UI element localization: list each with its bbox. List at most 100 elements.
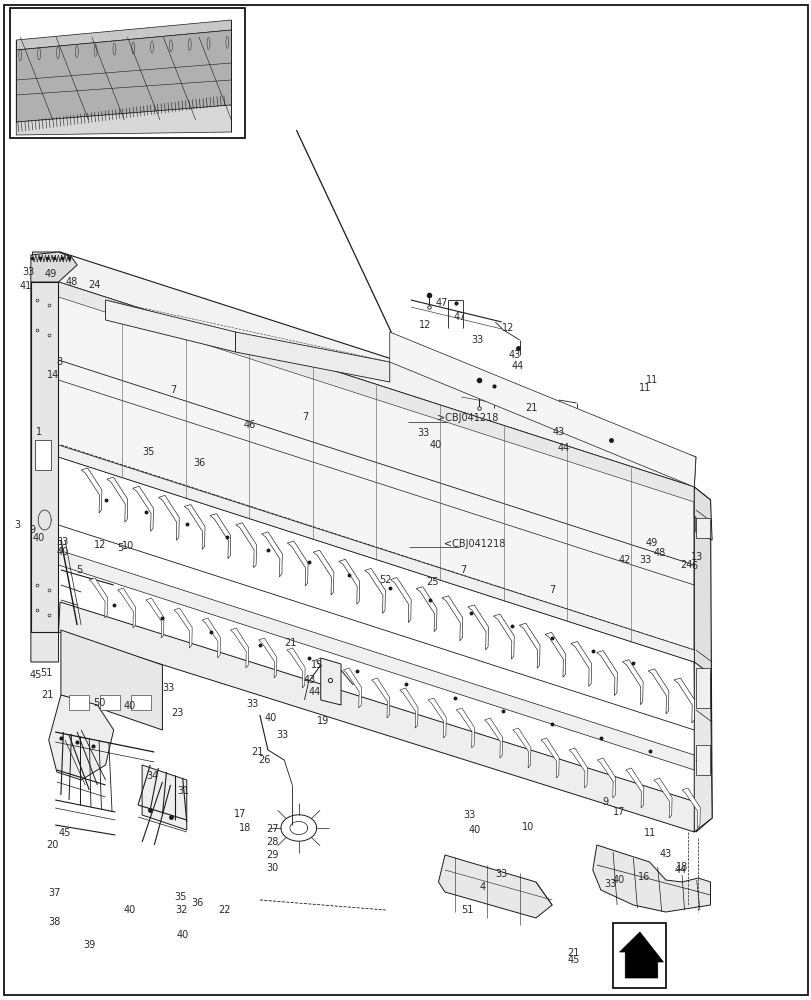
Text: 47: 47 [453, 312, 466, 322]
Text: 33: 33 [22, 267, 35, 277]
Polygon shape [158, 495, 179, 540]
Polygon shape [371, 678, 389, 718]
Polygon shape [624, 768, 643, 808]
Polygon shape [569, 748, 586, 788]
Polygon shape [427, 698, 446, 738]
Polygon shape [184, 505, 204, 550]
Text: 27: 27 [266, 824, 279, 834]
Polygon shape [202, 618, 220, 658]
Text: 39: 39 [83, 940, 96, 950]
Text: 38: 38 [48, 917, 61, 927]
Polygon shape [467, 605, 488, 650]
Polygon shape [320, 658, 341, 705]
Text: 7: 7 [302, 412, 308, 422]
Text: 43: 43 [508, 350, 521, 360]
Polygon shape [540, 738, 559, 778]
Text: 30: 30 [266, 863, 279, 873]
Text: 42: 42 [617, 555, 630, 565]
Polygon shape [235, 523, 256, 568]
Text: 40: 40 [429, 440, 442, 450]
Polygon shape [484, 718, 502, 758]
Bar [131, 695, 151, 710]
Text: 21: 21 [524, 403, 537, 413]
Polygon shape [416, 587, 436, 632]
Text: 24: 24 [679, 560, 692, 570]
Polygon shape [592, 845, 710, 912]
Polygon shape [49, 695, 114, 780]
Text: 45: 45 [29, 670, 42, 680]
Text: 50: 50 [92, 698, 105, 708]
Text: 44: 44 [511, 361, 524, 371]
Text: 11: 11 [642, 828, 655, 838]
Polygon shape [343, 668, 361, 708]
Text: 1: 1 [36, 427, 42, 437]
Polygon shape [259, 638, 277, 678]
Text: 48: 48 [65, 277, 78, 287]
Text: 36: 36 [191, 898, 204, 908]
Polygon shape [261, 532, 282, 577]
Text: 28: 28 [266, 837, 279, 847]
Text: 15: 15 [310, 660, 323, 670]
Bar [695, 518, 710, 538]
Text: 21: 21 [284, 638, 297, 648]
Polygon shape [58, 252, 695, 487]
Text: 40: 40 [467, 825, 480, 835]
Polygon shape [622, 660, 642, 705]
Polygon shape [313, 550, 333, 595]
Text: 51: 51 [40, 668, 53, 678]
Polygon shape [235, 332, 389, 382]
Polygon shape [31, 252, 60, 662]
Text: 18: 18 [238, 823, 251, 833]
Text: 26: 26 [258, 755, 271, 765]
Polygon shape [16, 105, 231, 135]
Polygon shape [570, 641, 591, 686]
Bar [69, 695, 89, 710]
Polygon shape [105, 300, 235, 352]
Polygon shape [61, 630, 162, 730]
Polygon shape [31, 282, 58, 632]
Polygon shape [399, 688, 418, 728]
Text: 40: 40 [611, 875, 624, 885]
Text: 52: 52 [379, 575, 392, 585]
Text: 33: 33 [495, 869, 508, 879]
Text: 49: 49 [645, 538, 658, 548]
Text: 9: 9 [601, 797, 607, 807]
Text: 16: 16 [637, 872, 650, 882]
Polygon shape [58, 445, 693, 662]
Polygon shape [286, 648, 305, 688]
Text: 35: 35 [142, 447, 155, 457]
Text: 41: 41 [19, 281, 32, 291]
Text: 7: 7 [548, 585, 555, 595]
Polygon shape [653, 778, 672, 818]
Text: 33: 33 [56, 537, 69, 547]
Polygon shape [693, 487, 711, 832]
Text: 7: 7 [459, 565, 466, 575]
Polygon shape [597, 758, 615, 798]
Text: 40: 40 [56, 547, 69, 557]
Text: 37: 37 [48, 888, 61, 898]
Bar [612, 923, 665, 988]
Text: 51: 51 [460, 905, 473, 915]
Text: 43: 43 [303, 675, 315, 685]
Text: 29: 29 [266, 850, 279, 860]
Polygon shape [174, 608, 192, 648]
Text: 23: 23 [170, 708, 183, 718]
Text: 5: 5 [117, 543, 123, 553]
Bar [10, 8, 245, 138]
Text: 43: 43 [659, 849, 672, 859]
Text: 21: 21 [41, 690, 54, 700]
Polygon shape [544, 632, 565, 677]
Text: 44: 44 [673, 865, 686, 875]
Polygon shape [58, 282, 693, 662]
Bar [35, 440, 51, 470]
Text: <CBJ041218: <CBJ041218 [443, 539, 504, 549]
Polygon shape [693, 487, 711, 540]
Polygon shape [58, 602, 695, 832]
Text: 13: 13 [689, 552, 702, 562]
Polygon shape [210, 514, 230, 559]
Text: 48: 48 [653, 548, 666, 558]
Polygon shape [89, 578, 107, 618]
Text: 40: 40 [176, 930, 189, 940]
Polygon shape [673, 678, 693, 723]
Text: 18: 18 [675, 862, 688, 872]
